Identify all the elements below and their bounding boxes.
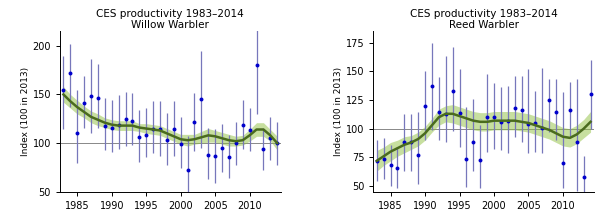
Point — [489, 116, 499, 119]
Point — [266, 136, 275, 140]
Point — [413, 153, 423, 157]
Point — [259, 147, 268, 151]
Point — [128, 119, 137, 122]
Point — [79, 101, 89, 105]
Point — [400, 141, 409, 144]
Point — [496, 120, 506, 124]
Point — [517, 109, 526, 112]
Point — [245, 128, 254, 131]
Point — [142, 134, 151, 137]
Point — [579, 175, 589, 179]
Point — [420, 104, 430, 107]
Point — [203, 153, 213, 157]
Title: CES productivity 1983–2014
Reed Warbler: CES productivity 1983–2014 Reed Warbler — [410, 9, 557, 31]
Point — [197, 97, 206, 101]
Point — [475, 158, 485, 161]
Point — [406, 141, 416, 144]
Point — [73, 132, 82, 135]
Point — [551, 110, 561, 113]
Point — [155, 127, 165, 130]
Point — [427, 85, 437, 88]
Point — [530, 121, 540, 125]
Point — [121, 117, 130, 121]
Point — [572, 141, 581, 144]
Y-axis label: Index (100 in 2013): Index (100 in 2013) — [20, 67, 29, 156]
Point — [224, 155, 234, 159]
Point — [544, 98, 554, 102]
Point — [386, 164, 395, 167]
Point — [231, 141, 241, 145]
Point — [169, 127, 179, 130]
Point — [134, 136, 144, 139]
Point — [148, 127, 158, 130]
Point — [510, 106, 520, 110]
Point — [503, 119, 512, 122]
Point — [558, 161, 568, 165]
Y-axis label: Index (100 in 2013): Index (100 in 2013) — [334, 67, 343, 156]
Point — [379, 157, 388, 160]
Point — [448, 89, 457, 93]
Point — [59, 88, 68, 91]
Point — [524, 122, 533, 126]
Point — [372, 159, 382, 163]
Point — [252, 64, 262, 67]
Point — [441, 112, 451, 116]
Point — [86, 95, 96, 98]
Point — [100, 124, 110, 127]
Title: CES productivity 1983–2014
Willow Warbler: CES productivity 1983–2014 Willow Warble… — [97, 9, 244, 31]
Point — [469, 141, 478, 144]
Point — [217, 146, 227, 150]
Point — [211, 154, 220, 158]
Point — [565, 109, 575, 112]
Point — [586, 93, 595, 96]
Point — [272, 141, 282, 145]
Point — [162, 138, 172, 142]
Point — [538, 126, 547, 129]
Point — [65, 71, 75, 75]
Point — [183, 169, 193, 172]
Point — [93, 97, 103, 100]
Point — [392, 166, 402, 169]
Point — [461, 157, 471, 160]
Point — [107, 126, 116, 129]
Point — [434, 110, 443, 113]
Point — [238, 123, 248, 126]
Point — [455, 111, 464, 114]
Point — [482, 116, 492, 119]
Point — [114, 123, 124, 126]
Point — [190, 120, 199, 124]
Point — [176, 142, 185, 146]
